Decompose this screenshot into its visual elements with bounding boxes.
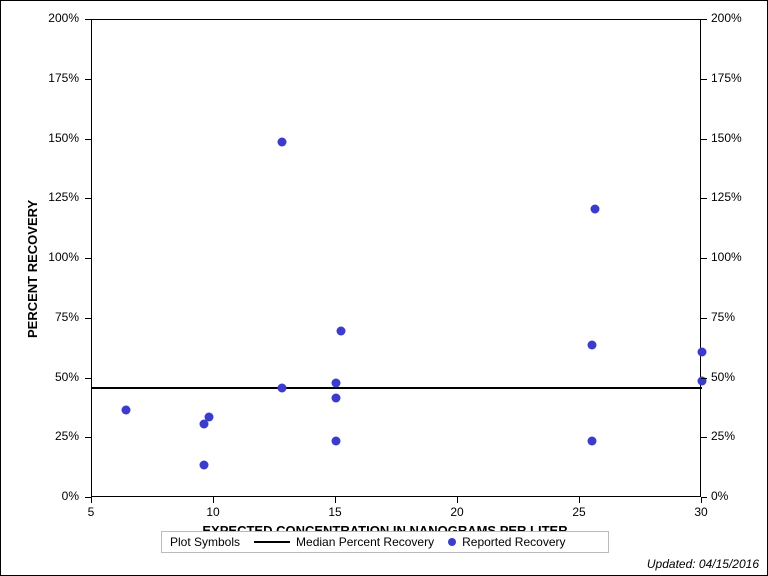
data-point [332, 379, 341, 388]
y-tick-label: 175% [48, 71, 79, 85]
x-tick-mark [213, 497, 214, 503]
data-point [278, 137, 287, 146]
y-tick-label: 0% [62, 489, 79, 503]
x-tick-mark [335, 497, 336, 503]
data-point [698, 348, 707, 357]
y-tick-label: 75% [711, 310, 735, 324]
y-tick-mark [85, 318, 91, 319]
data-point [205, 412, 214, 421]
x-tick-mark [91, 497, 92, 503]
y-tick-label: 200% [711, 11, 742, 25]
legend-item-reported: Reported Recovery [448, 535, 565, 549]
y-tick-mark [701, 258, 707, 259]
legend-label-median: Median Percent Recovery [296, 535, 434, 549]
y-tick-label: 25% [711, 429, 735, 443]
y-tick-label: 25% [55, 429, 79, 443]
y-tick-label: 175% [711, 71, 742, 85]
data-point [588, 436, 597, 445]
x-tick-label: 30 [691, 505, 711, 519]
y-tick-mark [701, 437, 707, 438]
y-tick-label: 50% [55, 370, 79, 384]
y-tick-mark [85, 437, 91, 438]
y-tick-label: 125% [711, 190, 742, 204]
y-tick-label: 100% [48, 250, 79, 264]
legend-label-reported: Reported Recovery [462, 535, 565, 549]
y-tick-label: 150% [48, 131, 79, 145]
y-tick-mark [701, 378, 707, 379]
data-point [590, 204, 599, 213]
plot-area [91, 19, 701, 497]
chart-container: PERCENT RECOVERY EXPECTED CONCENTRATION … [0, 0, 768, 576]
y-tick-label: 125% [48, 190, 79, 204]
median-line [92, 387, 702, 389]
y-tick-mark [701, 19, 707, 20]
y-tick-label: 50% [711, 370, 735, 384]
legend-item-median: Median Percent Recovery [254, 535, 434, 549]
data-point [336, 326, 345, 335]
data-point [278, 384, 287, 393]
x-tick-mark [579, 497, 580, 503]
y-tick-mark [701, 79, 707, 80]
y-tick-mark [85, 139, 91, 140]
y-tick-mark [85, 497, 91, 498]
y-tick-label: 150% [711, 131, 742, 145]
y-tick-label: 200% [48, 11, 79, 25]
data-point [122, 405, 131, 414]
y-tick-mark [85, 19, 91, 20]
x-tick-label: 10 [203, 505, 223, 519]
updated-text: Updated: 04/15/2016 [647, 557, 759, 571]
x-tick-mark [457, 497, 458, 503]
y-tick-mark [701, 497, 707, 498]
data-point [332, 393, 341, 402]
data-point [332, 436, 341, 445]
y-tick-mark [701, 318, 707, 319]
y-tick-mark [85, 378, 91, 379]
legend-title: Plot Symbols [170, 535, 240, 549]
x-tick-label: 25 [569, 505, 589, 519]
y-tick-mark [85, 79, 91, 80]
x-tick-label: 5 [81, 505, 101, 519]
y-axis-label: PERCENT RECOVERY [25, 200, 40, 338]
data-point [200, 460, 209, 469]
legend: Plot Symbols Median Percent Recovery Rep… [161, 531, 609, 553]
y-tick-label: 75% [55, 310, 79, 324]
data-point [588, 341, 597, 350]
y-tick-mark [701, 139, 707, 140]
x-tick-label: 15 [325, 505, 345, 519]
y-tick-mark [701, 198, 707, 199]
y-tick-label: 100% [711, 250, 742, 264]
y-tick-mark [85, 198, 91, 199]
y-tick-label: 0% [711, 489, 728, 503]
legend-line-icon [254, 541, 290, 543]
x-tick-label: 20 [447, 505, 467, 519]
y-tick-mark [85, 258, 91, 259]
legend-dot-icon [448, 538, 456, 546]
